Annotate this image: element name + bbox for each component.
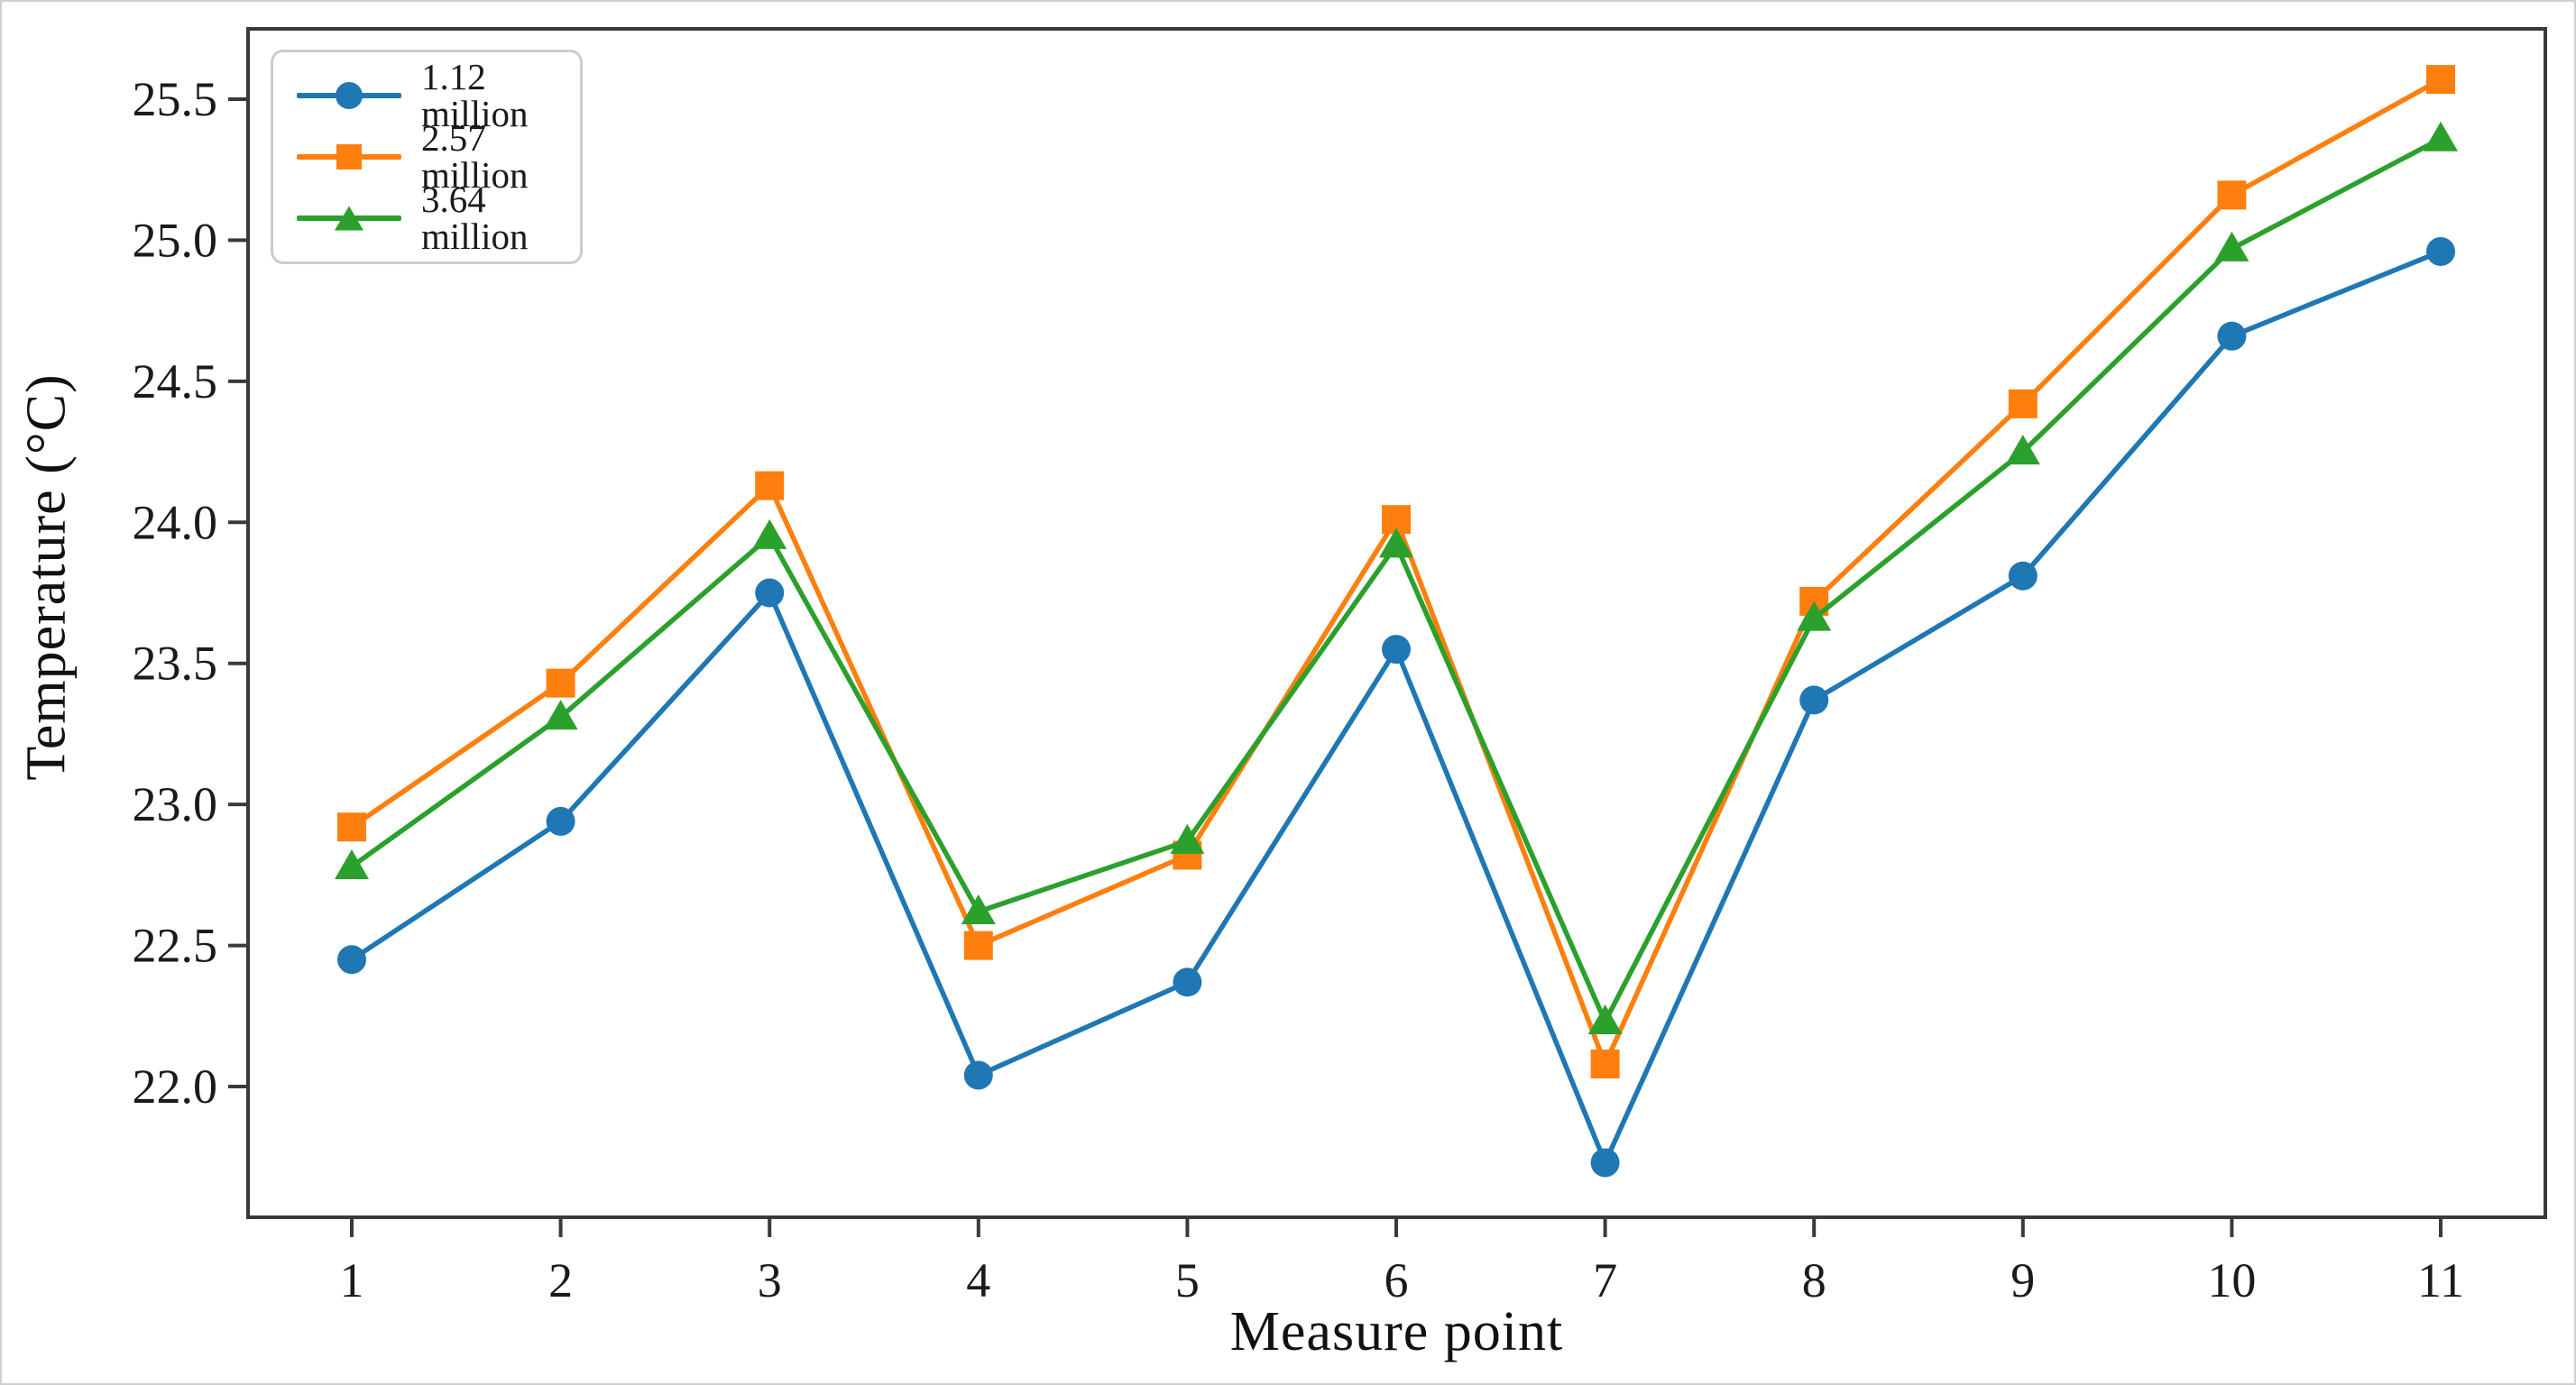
y-tick-label: 22.0 — [133, 1059, 218, 1114]
y-tick-label: 25.0 — [133, 213, 218, 267]
series-line-1.12-million — [350, 249, 2443, 1166]
x-tick-label: 9 — [2010, 1253, 2035, 1307]
legend-label: 2.57 million — [421, 117, 529, 196]
legend-item: 3.64 million — [297, 181, 557, 255]
series-markers-3.64-million — [335, 121, 2458, 1035]
data-point-triangle — [961, 894, 996, 925]
data-point-circle — [963, 1060, 993, 1090]
data-point-circle — [546, 806, 575, 836]
y-tick-label: 24.5 — [133, 354, 218, 408]
data-point-triangle — [2005, 435, 2040, 465]
legend: 1.12 million 2.57 million 3.64 million — [271, 50, 583, 264]
data-point-circle — [1590, 1148, 1620, 1178]
data-point-circle — [2426, 236, 2455, 266]
x-tick-label: 3 — [758, 1253, 782, 1307]
x-tick-label: 7 — [1593, 1253, 1617, 1307]
legend-sample-line-square-icon — [297, 139, 401, 175]
data-point-circle — [755, 578, 785, 608]
legend-sample-line-triangle-icon — [297, 200, 401, 236]
data-point-square — [1590, 1049, 1620, 1078]
data-point-square — [2217, 180, 2247, 210]
data-point-circle — [1799, 685, 1829, 715]
data-point-triangle — [2214, 231, 2249, 261]
data-point-square — [546, 668, 575, 698]
x-tick-label: 1 — [340, 1253, 364, 1307]
data-point-triangle — [752, 518, 787, 549]
y-axis-title: Temperature (°C) — [15, 373, 78, 781]
y-axis-ticks: 22.0 22.5 23.0 23.5 24.0 24.5 25.0 25.5 — [133, 72, 248, 1114]
x-tick-label: 2 — [548, 1253, 573, 1307]
y-tick-label: 23.5 — [133, 637, 218, 691]
legend-label: 1.12 million — [421, 56, 529, 134]
series-markers-2.57-million — [337, 65, 2455, 1078]
y-tick-label: 23.0 — [133, 777, 218, 831]
x-tick-label: 10 — [2207, 1253, 2256, 1307]
data-point-circle — [337, 945, 366, 975]
data-point-triangle — [1797, 601, 1832, 631]
data-point-triangle — [543, 700, 578, 730]
data-point-triangle — [1587, 1004, 1623, 1035]
data-point-square — [2426, 65, 2455, 95]
x-tick-label: 11 — [2417, 1253, 2464, 1307]
y-tick-label: 24.0 — [133, 495, 218, 549]
series-line-2.57-million — [350, 77, 2443, 1067]
plot-frame — [246, 27, 2547, 1219]
legend-item: 2.57 million — [297, 120, 557, 194]
data-point-circle — [1382, 635, 1411, 665]
data-point-triangle — [1170, 823, 1205, 854]
y-tick-label: 25.5 — [133, 72, 218, 126]
legend-sample-line-circle-icon — [297, 78, 401, 114]
data-point-square — [337, 812, 366, 842]
x-tick-label: 8 — [1802, 1253, 1826, 1307]
y-tick-label: 22.5 — [133, 919, 218, 973]
data-point-square — [755, 471, 785, 500]
x-axis-title: Measure point — [1229, 1301, 1564, 1362]
data-point-triangle — [2424, 121, 2458, 151]
series-markers-1.12-million — [337, 236, 2455, 1178]
data-point-triangle — [1379, 527, 1413, 558]
data-point-circle — [2217, 321, 2247, 351]
data-point-circle — [1173, 968, 1202, 997]
x-tick-label: 4 — [966, 1253, 990, 1307]
data-point-circle — [2008, 561, 2038, 591]
legend-label: 3.64 million — [421, 179, 529, 257]
series-line-3.64-million — [350, 136, 2443, 1024]
data-point-square — [2008, 389, 2038, 418]
x-axis-ticks: 1 2 3 4 5 6 7 8 9 10 11 — [340, 1217, 2464, 1307]
data-point-triangle — [335, 848, 369, 879]
x-tick-label: 6 — [1385, 1253, 1409, 1307]
data-point-square — [963, 931, 993, 960]
x-tick-label: 5 — [1175, 1253, 1200, 1307]
legend-item: 1.12 million — [297, 59, 557, 133]
